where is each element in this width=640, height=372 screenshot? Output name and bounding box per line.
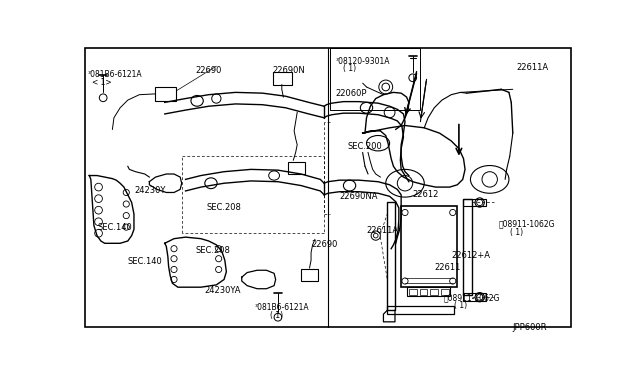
Text: ( 1): ( 1): [344, 64, 356, 73]
Bar: [407, 287, 451, 296]
Text: 22690: 22690: [311, 240, 337, 249]
Text: SEC.140: SEC.140: [97, 222, 132, 231]
Text: 24230Y: 24230Y: [134, 186, 165, 195]
Text: ⓝ08911-1062G: ⓝ08911-1062G: [499, 220, 556, 229]
Text: 22611A: 22611A: [367, 226, 399, 235]
Bar: [409, 289, 417, 295]
Text: SEC.200: SEC.200: [348, 142, 382, 151]
Text: < 1>: < 1>: [92, 78, 112, 87]
Bar: [330, 48, 420, 110]
Bar: [401, 206, 456, 287]
Text: ⓝ08911-1062G: ⓝ08911-1062G: [444, 294, 500, 303]
Text: SEC.208: SEC.208: [196, 246, 230, 254]
Text: JPP600R: JPP600R: [513, 323, 547, 331]
Bar: [288, 162, 305, 174]
Text: 22612: 22612: [413, 190, 439, 199]
Bar: [431, 289, 438, 295]
Text: 22611: 22611: [435, 263, 461, 272]
Text: 22690: 22690: [196, 66, 222, 75]
Bar: [463, 199, 472, 295]
Text: SEC.140: SEC.140: [128, 257, 163, 266]
Text: 22611A: 22611A: [516, 63, 548, 72]
Text: ³081B6-6121A: ³081B6-6121A: [88, 70, 142, 80]
Text: ( 1): ( 1): [270, 311, 284, 320]
Text: 22690NA: 22690NA: [340, 192, 378, 201]
Text: 22612+A: 22612+A: [451, 251, 490, 260]
Bar: [463, 294, 486, 301]
Bar: [155, 87, 176, 101]
Text: ( 1): ( 1): [454, 301, 467, 311]
Bar: [387, 202, 395, 310]
Bar: [387, 307, 454, 314]
Bar: [420, 289, 428, 295]
Bar: [441, 289, 449, 295]
Bar: [463, 199, 486, 206]
Text: ³081B6-6121A: ³081B6-6121A: [255, 303, 310, 312]
Text: 22690N: 22690N: [273, 66, 305, 75]
Text: 22060P: 22060P: [336, 89, 367, 98]
Text: ³08120-9301A: ³08120-9301A: [336, 57, 390, 65]
Bar: [301, 269, 318, 281]
Bar: [273, 71, 292, 85]
Text: SEC.208: SEC.208: [206, 203, 241, 212]
Text: 24230YA: 24230YA: [205, 286, 241, 295]
Text: ( 1): ( 1): [509, 228, 523, 237]
